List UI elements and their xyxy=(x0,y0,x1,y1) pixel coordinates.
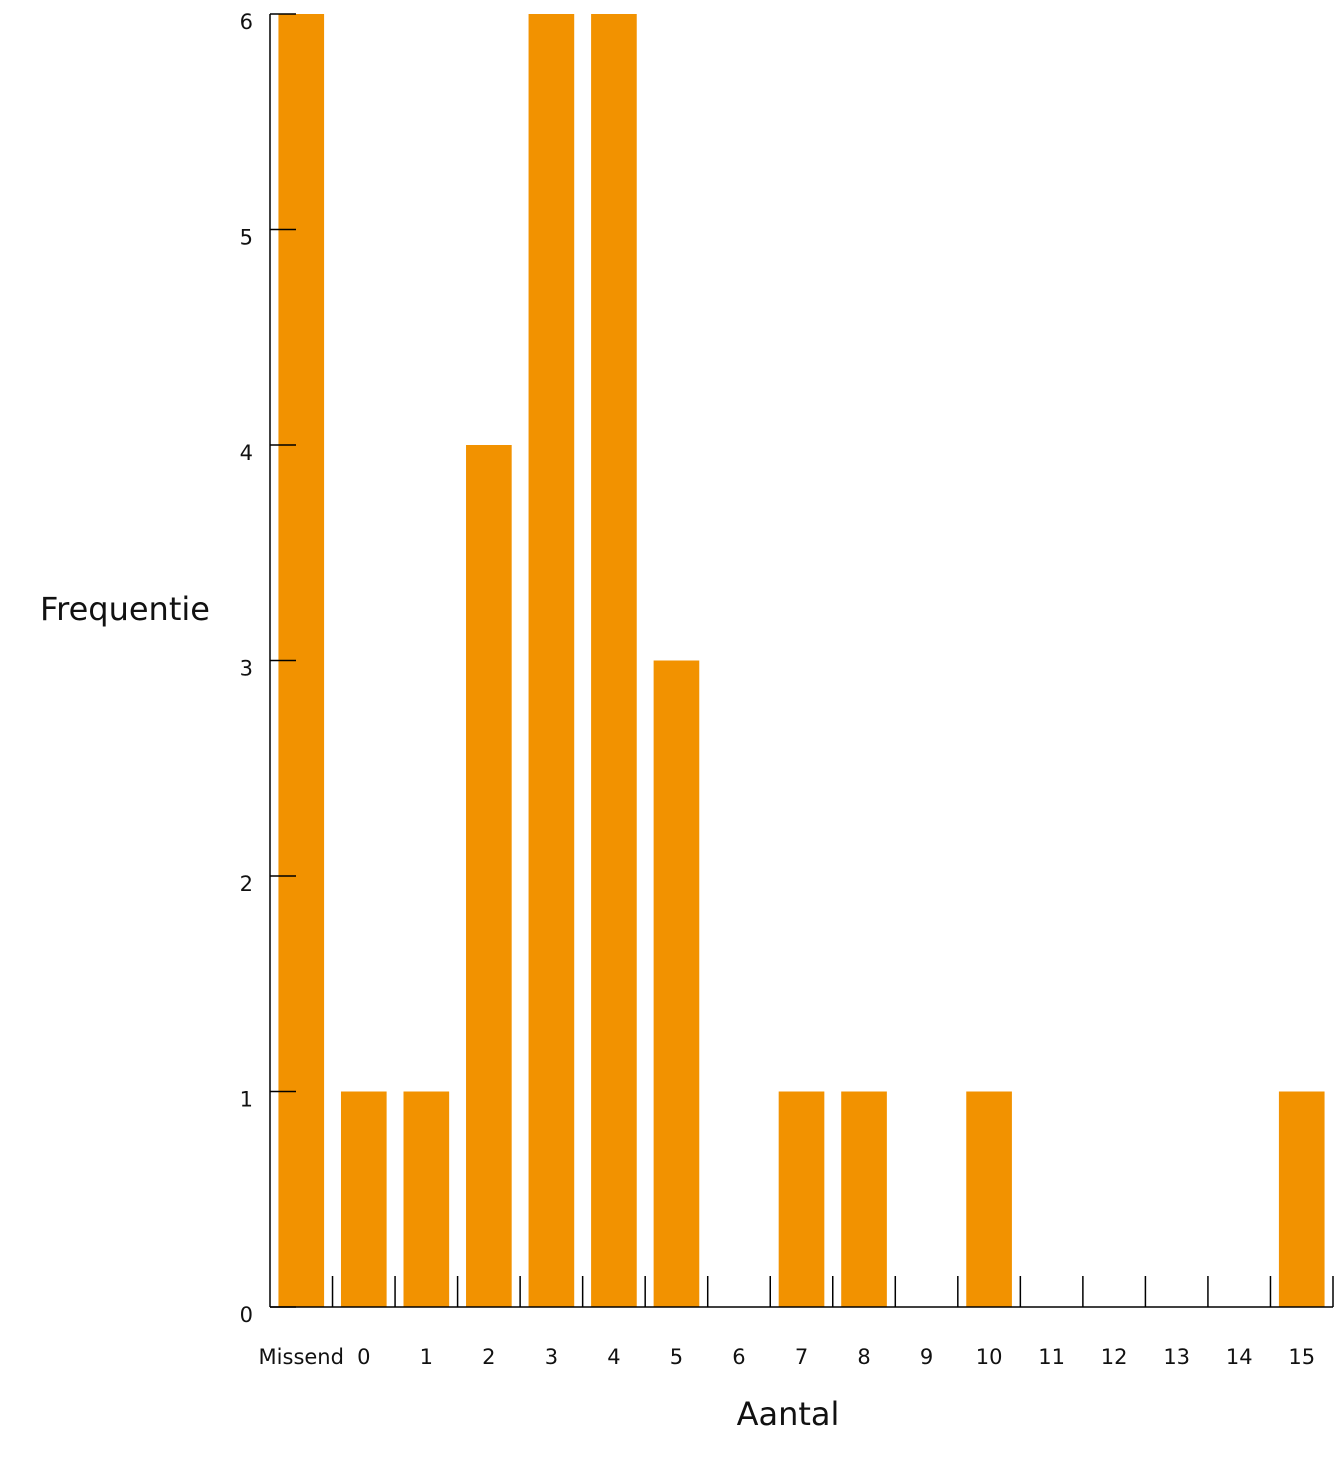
x-tick-label-10: 10 xyxy=(976,1345,1003,1369)
y-axis: 0 1 2 3 4 5 6 xyxy=(240,10,296,1327)
x-tick-label-5: 5 xyxy=(670,1345,683,1369)
x-tick-label-missend: Missend xyxy=(259,1345,344,1369)
bars-group xyxy=(278,14,1325,1307)
x-tick-label-9: 9 xyxy=(920,1345,933,1369)
y-tick-label-6: 6 xyxy=(240,10,253,34)
x-tick-label-8: 8 xyxy=(857,1345,870,1369)
x-tick-label-3: 3 xyxy=(545,1345,558,1369)
y-tick-label-3: 3 xyxy=(240,657,253,681)
x-tick-label-2: 2 xyxy=(482,1345,495,1369)
bar-10 xyxy=(966,1091,1012,1307)
x-tick-label-13: 13 xyxy=(1163,1345,1190,1369)
x-axis: Missend 0 1 2 3 4 5 6 7 8 9 10 11 12 13 14 15 xyxy=(259,1276,1334,1369)
bar-5 xyxy=(653,660,700,1307)
y-axis-title: Frequentie xyxy=(40,590,210,628)
bar-2 xyxy=(466,445,512,1307)
x-tick-label-6: 6 xyxy=(732,1345,745,1369)
x-tick-label-7: 7 xyxy=(795,1345,808,1369)
bar-3 xyxy=(528,14,575,1307)
y-tick-label-0: 0 xyxy=(240,1303,253,1327)
bar-1 xyxy=(403,1091,450,1307)
bar-4 xyxy=(591,14,637,1307)
x-tick-label-0: 0 xyxy=(357,1345,370,1369)
y-tick-label-2: 2 xyxy=(240,872,253,896)
y-tick-label-1: 1 xyxy=(240,1088,253,1112)
x-tick-label-1: 1 xyxy=(420,1345,433,1369)
bar-8 xyxy=(841,1091,887,1307)
x-tick-label-4: 4 xyxy=(607,1345,620,1369)
x-tick-label-12: 12 xyxy=(1101,1345,1128,1369)
bar-0 xyxy=(340,1091,387,1307)
x-tick-label-15: 15 xyxy=(1288,1345,1315,1369)
y-tick-label-4: 4 xyxy=(240,441,253,465)
x-tick-label-14: 14 xyxy=(1226,1345,1253,1369)
y-tick-label-5: 5 xyxy=(240,226,253,250)
bar-7 xyxy=(778,1091,825,1307)
x-tick-label-11: 11 xyxy=(1038,1345,1065,1369)
bar-15 xyxy=(1278,1091,1325,1307)
x-axis-title: Aantal xyxy=(737,1395,840,1433)
